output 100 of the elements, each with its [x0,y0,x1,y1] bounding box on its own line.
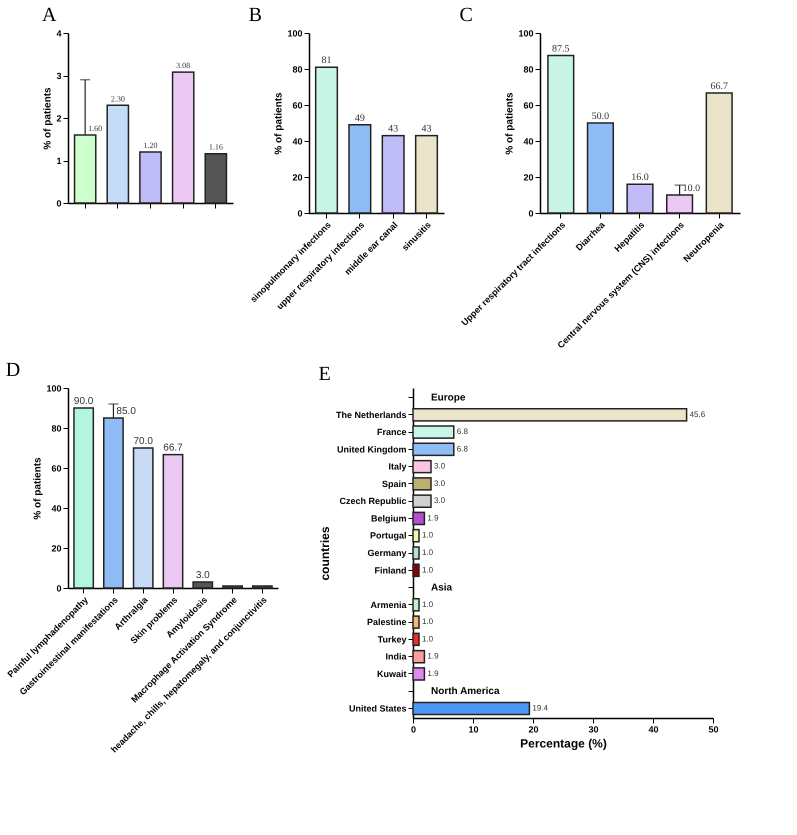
x-tick-label: 50 [708,724,719,734]
y-tick-label: 80 [292,64,302,74]
data-label: 1.0 [422,617,434,626]
bar [139,151,162,204]
bar [412,546,420,560]
data-label: 50.0 [592,111,610,122]
y-tick-label: 40 [523,136,534,146]
bar [412,650,426,664]
data-label: 43 [422,124,432,135]
bar [586,122,614,214]
data-label: 19.4 [532,703,549,712]
data-label: 45.6 [690,410,706,419]
data-label: 85.0 [116,406,136,417]
data-label: 1.16 [208,142,223,152]
y-tick-label: Finland [374,565,406,576]
annotation: Asia [431,582,453,594]
data-label: 1.60 [88,124,102,133]
x-tick-label: 10 [468,724,479,734]
y-tick-label: Armenia [370,600,408,610]
bar [414,134,438,214]
bar [204,152,228,204]
x-axis-title: Percentage (%) [520,736,607,750]
y-tick-label: Portugal [370,530,406,541]
y-tick-label: 4 [56,28,62,38]
y-tick-label: Belgium [370,513,406,524]
x-tick-label: 0 [410,724,416,734]
data-label: 3.0 [434,496,446,506]
data-label: 3.0 [434,478,446,488]
y-tick-label: 1 [56,156,62,166]
bar [412,528,420,543]
data-label: 3.0 [196,570,210,581]
y-axis-title: % of patients [504,92,516,155]
y-tick-label: Italy [388,462,406,472]
bar [412,563,420,578]
y-tick-label: 80 [523,64,534,74]
bar [412,460,432,474]
y-axis-title: % of patients [273,92,284,155]
y-tick-label: India [385,652,408,662]
y-tick-label: France [376,427,406,438]
y-tick-label: Czech Republic [339,496,406,506]
y-tick-label: 40 [51,504,62,514]
bar [412,442,455,456]
bar [412,477,432,491]
y-tick-label: Palestine [366,617,406,628]
bar [348,124,372,214]
bar [314,66,338,214]
data-label: 66.7 [710,80,728,92]
data-label: 1.0 [422,634,434,644]
y-tick-label: 0 [56,198,62,208]
y-tick-label: 60 [51,464,62,474]
y-tick-label: 0 [56,584,62,594]
y-tick-label: 20 [51,544,62,554]
data-label: 3.08 [176,61,190,70]
y-tick-label: United Kingdom [337,444,406,454]
data-label: 43 [388,124,398,135]
data-label: 3.0 [434,462,446,471]
data-label: 1.9 [427,668,440,678]
y-tick-label: Germany [367,548,406,558]
chart-title: A [42,4,57,26]
y-tick-label: The Netherlands [336,410,406,420]
data-label: 81 [322,55,332,66]
chart-title: D [6,359,20,381]
y-tick-label: 80 [51,424,62,434]
data-label: 6.8 [456,444,468,454]
bar [412,425,455,439]
data-label: 6.8 [456,427,468,436]
y-tick-label: 60 [292,100,302,110]
chart-title: B [248,4,262,26]
y-tick-label: United States [348,703,406,714]
data-label: 1.0 [422,565,434,574]
y-axis-title: % of patients [32,456,44,520]
data-label: 1.9 [427,652,440,661]
data-label: 1.0 [422,600,434,609]
bar [412,615,420,629]
bar [412,408,688,422]
y-tick-label: 20 [523,172,534,182]
bar [412,494,432,508]
data-label: 1.9 [427,513,440,522]
data-label: 90.0 [74,396,94,407]
annotation: Europe [431,392,466,404]
y-tick-label: Turkey [378,634,406,644]
annotation: North America [431,686,500,698]
y-tick-label: 60 [523,100,534,110]
bar [252,585,273,589]
data-label: 70.0 [133,436,154,447]
y-tick-label: 0 [528,208,534,218]
bar [382,134,405,214]
data-label: 87.5 [552,44,570,54]
bar [106,104,130,204]
bar [73,407,94,589]
bar [132,447,154,589]
chart-title: C [460,4,473,26]
bar [222,585,244,589]
bar [172,71,195,204]
data-label: 10.0 [682,183,700,194]
bar [162,454,184,589]
y-tick-label: 100 [287,28,302,38]
bar [706,92,733,214]
y-tick-label: 40 [292,136,302,146]
data-label: 1.20 [144,141,158,150]
